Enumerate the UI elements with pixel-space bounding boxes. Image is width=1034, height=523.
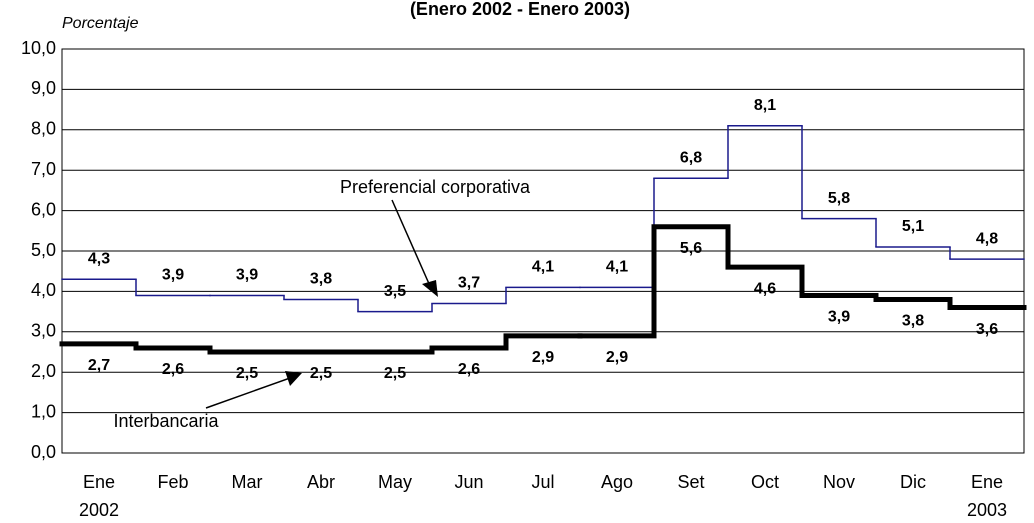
x-tick-label: Ene (971, 472, 1003, 492)
annotation-arrow (205, 377, 291, 409)
y-axis-label: Porcentaje (62, 15, 139, 32)
y-tick-label: 5,0 (31, 240, 56, 260)
data-label: 2,5 (236, 365, 258, 382)
data-label: 3,7 (458, 275, 480, 292)
x-tick-label: Ago (601, 472, 633, 492)
x-tick-label: Abr (307, 472, 335, 492)
data-label: 4,8 (976, 230, 998, 247)
data-label: 4,6 (754, 280, 776, 297)
annotation: Interbancaria (113, 411, 219, 431)
arrow-head (285, 371, 302, 386)
data-label: 8,1 (754, 97, 776, 114)
y-tick-label: 2,0 (31, 361, 56, 381)
data-label: 3,9 (236, 267, 258, 284)
data-label: 4,1 (606, 259, 628, 276)
x-tick-label: May (378, 472, 412, 492)
x-tick-label: Nov (823, 472, 855, 492)
chart-title: (Enero 2002 - Enero 2003) (410, 0, 630, 19)
x-tick-label: Set (677, 472, 704, 492)
y-tick-label: 0,0 (31, 442, 56, 462)
data-label: 2,9 (532, 349, 554, 366)
data-label: 3,8 (902, 313, 924, 330)
data-label: 2,6 (458, 361, 480, 378)
y-tick-label: 7,0 (31, 159, 56, 179)
arrow-head (422, 280, 438, 297)
data-label: 5,1 (902, 218, 924, 235)
data-label: 5,6 (680, 240, 702, 257)
annotation: Preferencial corporativa (340, 177, 531, 197)
data-label: 4,1 (532, 259, 554, 276)
y-tick-label: 3,0 (31, 321, 56, 341)
data-label: 3,6 (976, 321, 998, 338)
y-tick-label: 8,0 (31, 119, 56, 139)
data-label: 2,7 (88, 357, 110, 374)
y-tick-label: 1,0 (31, 401, 56, 421)
data-label: 5,8 (828, 190, 850, 207)
data-label: 2,5 (384, 365, 406, 382)
data-label: 2,6 (162, 361, 184, 378)
x-tick-label: Mar (232, 472, 263, 492)
data-label: 2,5 (310, 365, 332, 382)
x-year-label: 2003 (967, 500, 1007, 520)
x-tick-label: Oct (751, 472, 779, 492)
data-label: 3,5 (384, 283, 406, 300)
data-label: 2,9 (606, 349, 628, 366)
data-label: 3,9 (828, 309, 850, 326)
annotation-arrow (391, 199, 431, 287)
data-label: 3,9 (162, 267, 184, 284)
x-tick-label: Feb (157, 472, 188, 492)
y-tick-label: 4,0 (31, 280, 56, 300)
data-label: 4,3 (88, 250, 110, 267)
x-tick-label: Jul (531, 472, 554, 492)
x-tick-label: Dic (900, 472, 926, 492)
y-tick-label: 9,0 (31, 78, 56, 98)
data-label: 6,8 (680, 149, 702, 166)
x-tick-label: Ene (83, 472, 115, 492)
x-tick-label: Jun (454, 472, 483, 492)
data-label: 3,8 (310, 271, 332, 288)
x-year-label: 2002 (79, 500, 119, 520)
y-tick-label: 6,0 (31, 199, 56, 219)
y-tick-label: 10,0 (21, 38, 56, 58)
